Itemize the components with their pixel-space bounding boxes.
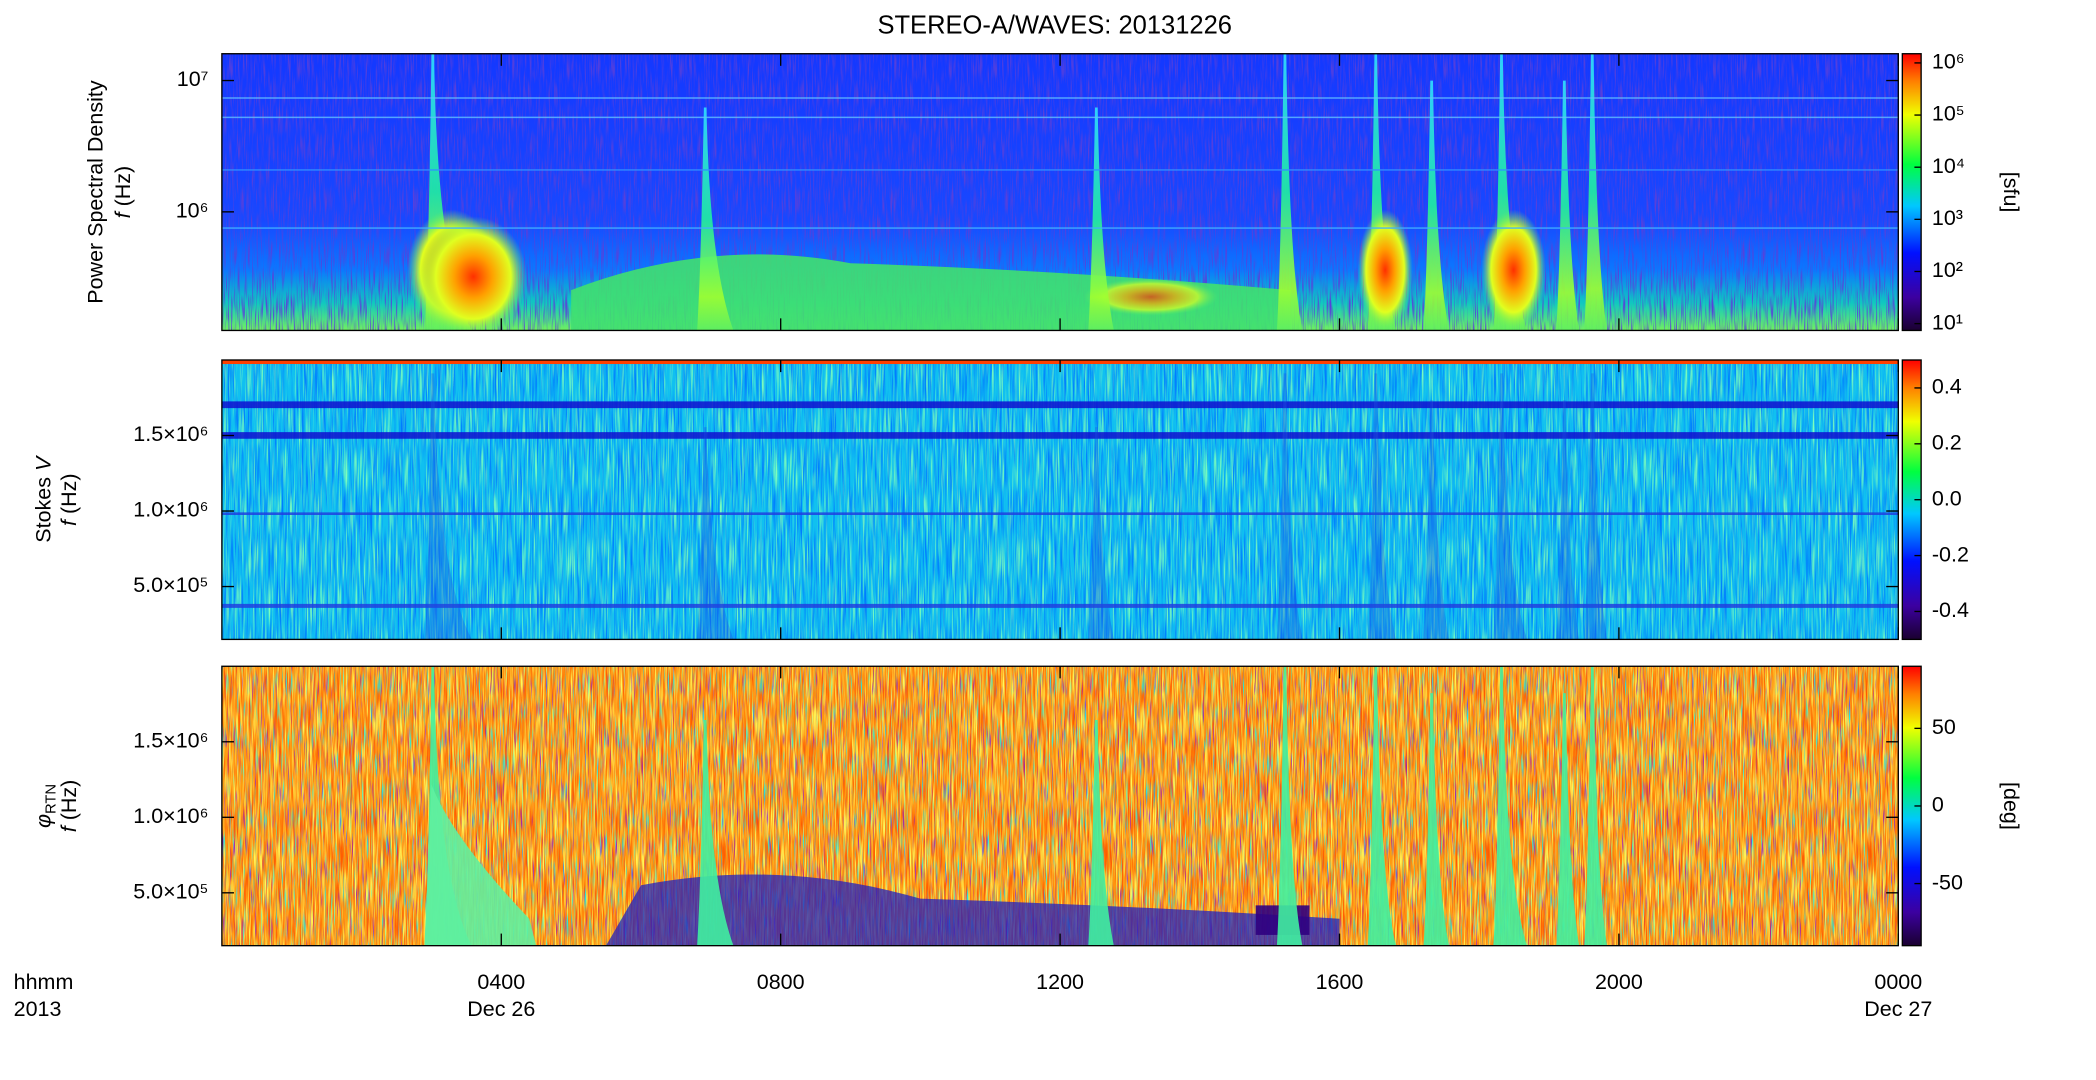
burst-core xyxy=(1357,209,1413,331)
colorbar-tick-label: 10⁵ xyxy=(1932,102,1965,126)
radio-burst xyxy=(1584,53,1608,331)
y-axis-symbol: φ xyxy=(31,814,55,828)
radio-burst xyxy=(1493,666,1528,946)
y-axis-unit: f (Hz) xyxy=(57,473,81,526)
phase-region xyxy=(606,874,1340,946)
y-axis-title: Stokes V xyxy=(31,455,55,543)
colorbar-tick-label: -0.4 xyxy=(1932,598,1969,622)
radio-burst xyxy=(1423,693,1450,946)
radio-burst xyxy=(1088,720,1114,946)
radio-burst xyxy=(1556,400,1580,640)
radio-burst xyxy=(1584,373,1608,640)
colorbar-tick-label: 10¹ xyxy=(1932,310,1963,334)
colorbar-tick-label: 0.0 xyxy=(1932,486,1962,510)
x-tick-date: Dec 27 xyxy=(1864,997,1932,1021)
radio-burst xyxy=(1556,80,1580,331)
radio-burst xyxy=(424,373,472,640)
colorbar-tick-label: 10³ xyxy=(1932,206,1963,230)
radio-burst xyxy=(1423,400,1450,640)
y-axis-subscript: RTN xyxy=(43,784,59,814)
x-tick-label: 1600 xyxy=(1316,970,1364,994)
y-tick-label: 10⁶ xyxy=(176,199,209,223)
y-tick-label: 5.0×10⁵ xyxy=(133,573,208,597)
radio-burst xyxy=(697,107,734,331)
radio-burst xyxy=(697,720,734,946)
radio-burst xyxy=(697,427,734,640)
colorbar-tick-label: 0 xyxy=(1932,793,1944,817)
spectrogram xyxy=(221,666,1899,946)
x-tick-label: 0400 xyxy=(477,970,525,994)
y-tick-label: 10⁷ xyxy=(177,67,209,91)
colorbar-tick-label: 50 xyxy=(1932,715,1956,739)
radio-burst xyxy=(1556,693,1580,946)
colorbar-tick-label: 0.2 xyxy=(1932,430,1962,454)
y-tick-label: 5.0×10⁵ xyxy=(133,879,208,903)
y-axis-var: f xyxy=(57,518,81,526)
colorbar-tick-label: -50 xyxy=(1932,870,1963,894)
radio-burst xyxy=(1367,373,1396,640)
colorbar xyxy=(1901,53,1922,332)
x-axis-label: hhmm xyxy=(14,970,74,994)
x-tick-date: Dec 26 xyxy=(467,997,535,1021)
y-axis-unit: f (Hz) xyxy=(57,780,81,833)
colorbar-tick-label: 0.4 xyxy=(1932,375,1962,399)
radio-burst xyxy=(1276,373,1303,640)
radio-burst xyxy=(1493,373,1528,640)
emission-core xyxy=(1083,278,1219,316)
y-tick-label: 1.0×10⁶ xyxy=(133,804,208,828)
panel: 10⁶ 10⁷ Power Spectral Density f (Hz) 10¹ 10²… xyxy=(84,50,2023,335)
y-axis-unit-text: (Hz) xyxy=(57,780,81,821)
colorbar-label: [deg] xyxy=(1999,782,2023,830)
y-axis-symbol: V xyxy=(31,455,55,471)
colorbar-tick-label: -0.2 xyxy=(1932,542,1969,566)
y-tick-label: 1.0×10⁶ xyxy=(133,498,208,522)
y-axis-title-text: Stokes xyxy=(31,477,55,543)
y-axis-unit-text: (Hz) xyxy=(110,166,134,207)
y-axis-title: φRTN xyxy=(31,784,59,828)
radio-burst xyxy=(1276,666,1303,946)
burst-core xyxy=(419,216,528,331)
radio-burst xyxy=(424,784,537,946)
x-tick-label: 0800 xyxy=(757,970,805,994)
y-axis-var: f xyxy=(57,824,81,832)
y-axis-unit: f (Hz) xyxy=(110,166,134,219)
spectrogram xyxy=(221,360,1899,640)
x-tick-label: 1200 xyxy=(1036,970,1084,994)
colorbar-label: [sfu] xyxy=(1999,172,2023,213)
radio-burst xyxy=(1276,53,1303,331)
x-tick-label: 0000 xyxy=(1874,970,1922,994)
y-axis-title: Power Spectral Density xyxy=(84,80,108,304)
colorbar-tick-label: 10⁶ xyxy=(1932,50,1965,74)
radio-burst xyxy=(1584,666,1608,946)
radio-burst xyxy=(1367,666,1396,946)
y-tick-label: 1.5×10⁶ xyxy=(133,422,208,446)
burst-core xyxy=(1481,209,1546,331)
radio-burst xyxy=(1088,107,1114,331)
y-axis-var: f xyxy=(110,210,134,218)
x-tick-label: 2000 xyxy=(1595,970,1643,994)
colorbar-tick-label: 10² xyxy=(1932,258,1963,282)
x-axis-year: 2013 xyxy=(14,997,62,1021)
chart-title: STEREO-A/WAVES: 20131226 xyxy=(877,12,1232,40)
colorbar-tick-label: 10⁴ xyxy=(1932,154,1965,178)
y-axis-unit-text: (Hz) xyxy=(57,473,81,514)
radio-burst xyxy=(1088,427,1114,640)
y-tick-label: 1.5×10⁶ xyxy=(133,728,208,752)
spectrogram xyxy=(221,53,1899,331)
panel: 5.0×10⁵ 1.0×10⁶ 1.5×10⁶ Stokes Vf (Hz) -0.4 -… xyxy=(31,359,1969,641)
radio-burst xyxy=(1423,80,1450,331)
